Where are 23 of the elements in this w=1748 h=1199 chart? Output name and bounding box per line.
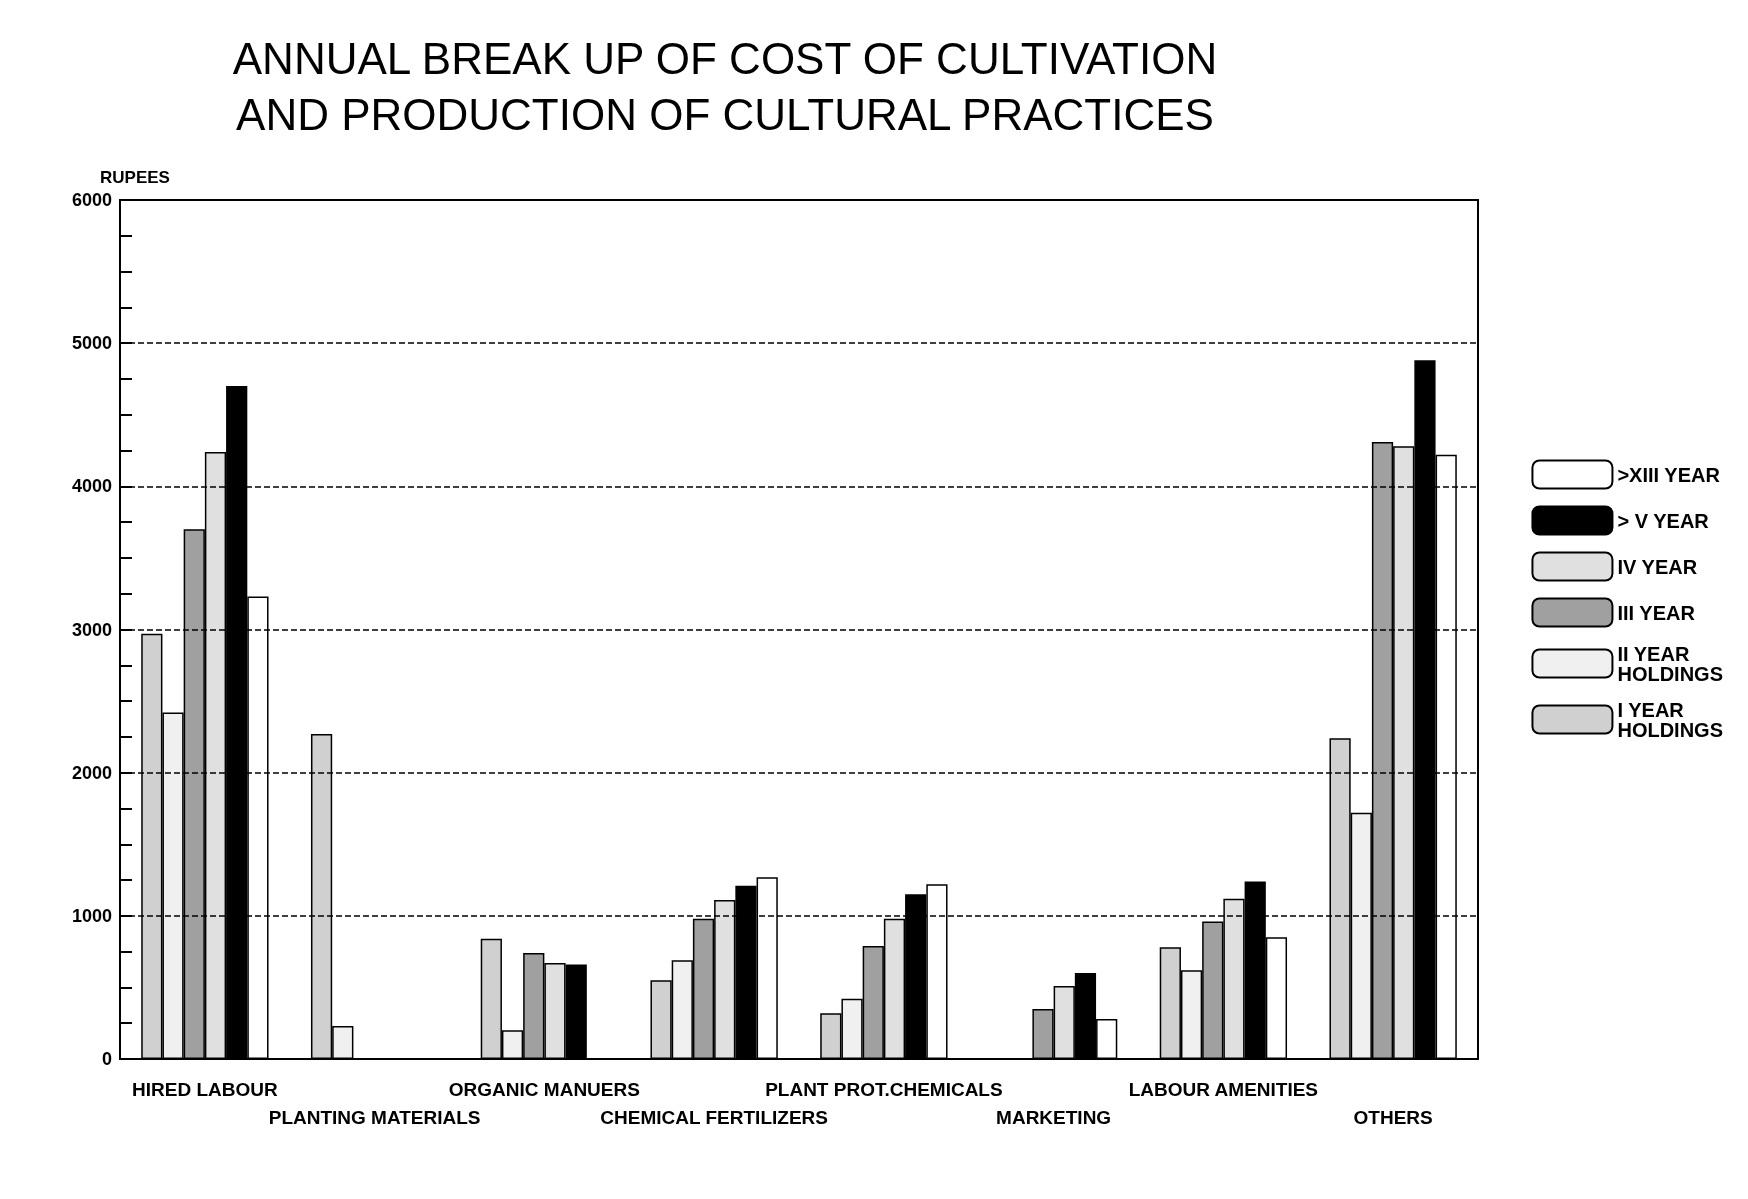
legend-label: I YEAR HOLDINGS bbox=[1617, 698, 1724, 741]
legend-label: > V YEAR bbox=[1617, 509, 1710, 532]
y-tick-label: 1000 bbox=[71, 905, 112, 926]
y-tick-label: 4000 bbox=[71, 476, 112, 497]
legend-label: II YEAR HOLDINGS bbox=[1617, 642, 1724, 685]
y-tick-label: 5000 bbox=[71, 333, 112, 354]
y-tick-label: 3000 bbox=[71, 619, 112, 640]
legend-label: >XIII YEAR bbox=[1617, 463, 1721, 486]
x-tick-label: ORGANIC MANUERS bbox=[448, 1078, 640, 1100]
y-tick-label: 0 bbox=[101, 1049, 112, 1069]
legend-label: IV YEAR bbox=[1617, 555, 1698, 578]
x-tick-label: LABOUR AMENITIES bbox=[1128, 1078, 1319, 1100]
x-tick-label: OTHERS bbox=[1353, 1106, 1433, 1128]
legend-label: III YEAR bbox=[1617, 601, 1696, 624]
x-tick-label: MARKETING bbox=[996, 1106, 1112, 1128]
x-tick-label: PLANTING MATERIALS bbox=[268, 1106, 481, 1128]
x-tick-label: HIRED LABOUR bbox=[132, 1078, 278, 1100]
y-tick-label: 6000 bbox=[71, 190, 112, 210]
x-tick-label: CHEMICAL FERTILIZERS bbox=[600, 1106, 828, 1128]
x-tick-label: PLANT PROT.CHEMICALS bbox=[765, 1078, 1003, 1100]
y-axis-title: RUPEES bbox=[100, 168, 170, 187]
chart-title: ANNUAL BREAK UP OF COST OF CULTIVATION AND PRODUCTION OF CULTURAL PRACTICES bbox=[232, 33, 1218, 139]
y-tick-label: 2000 bbox=[71, 762, 112, 783]
